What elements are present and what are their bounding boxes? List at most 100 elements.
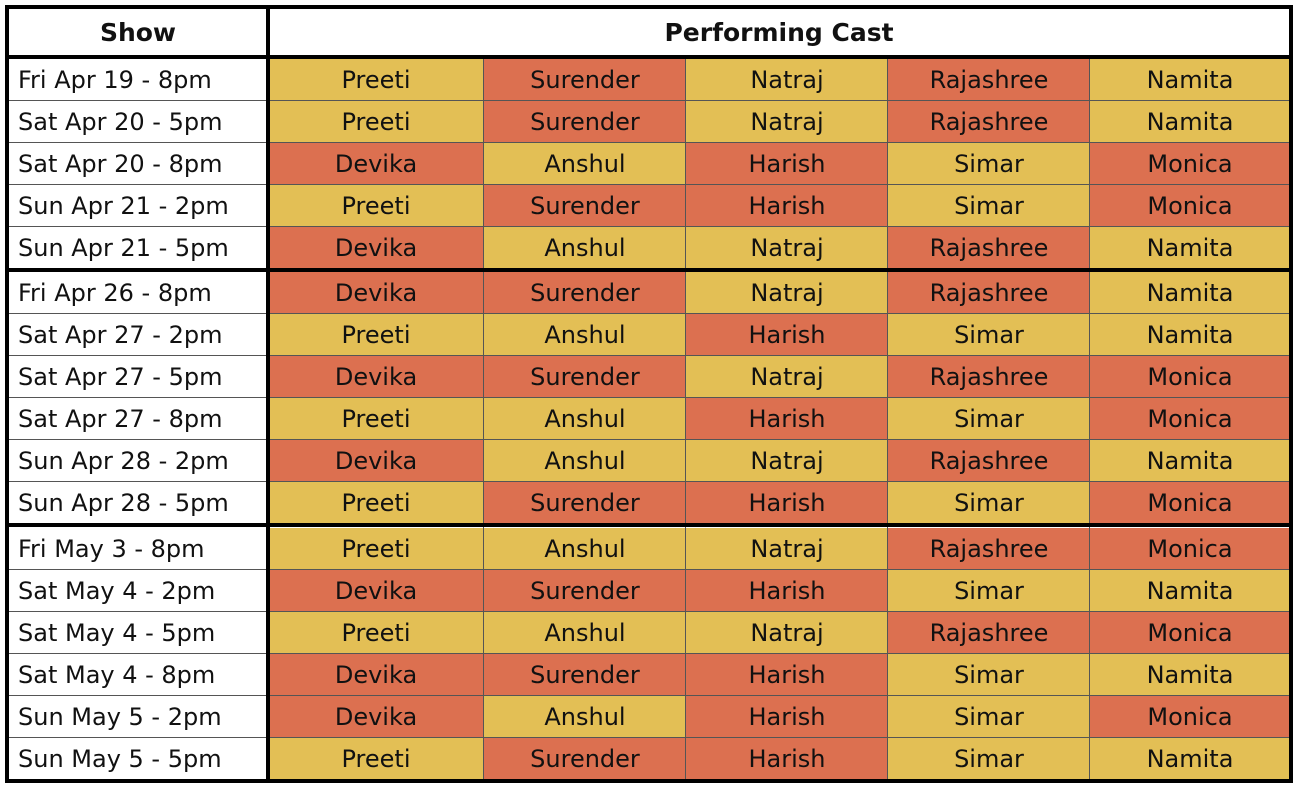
cast-cell[interactable]: Rajashree <box>888 440 1090 482</box>
cast-cell[interactable]: Natraj <box>686 272 888 314</box>
show-cell[interactable]: Fri Apr 26 - 8pm <box>8 272 268 314</box>
cast-cell[interactable]: Preeti <box>268 528 484 570</box>
cast-cell[interactable]: Anshul <box>484 143 686 185</box>
cast-cell[interactable]: Anshul <box>484 528 686 570</box>
cast-cell[interactable]: Simar <box>888 185 1090 227</box>
cast-cell[interactable]: Simar <box>888 570 1090 612</box>
show-cell[interactable]: Sat Apr 27 - 2pm <box>8 314 268 356</box>
cast-cell[interactable]: Monica <box>1090 528 1290 570</box>
show-cell[interactable]: Fri Apr 19 - 8pm <box>8 59 268 101</box>
cast-cell[interactable]: Rajashree <box>888 356 1090 398</box>
cast-cell[interactable]: Preeti <box>268 314 484 356</box>
cast-cell[interactable]: Surender <box>484 101 686 143</box>
cast-cell[interactable]: Anshul <box>484 440 686 482</box>
cast-cell[interactable]: Rajashree <box>888 227 1090 269</box>
cast-cell[interactable]: Monica <box>1090 356 1290 398</box>
header-performing-cast[interactable]: Performing Cast <box>268 8 1290 57</box>
cast-cell[interactable]: Surender <box>484 482 686 524</box>
cast-cell[interactable]: Anshul <box>484 696 686 738</box>
show-cell[interactable]: Sat Apr 27 - 8pm <box>8 398 268 440</box>
cast-cell[interactable]: Devika <box>268 356 484 398</box>
cast-cell[interactable]: Namita <box>1090 440 1290 482</box>
cast-cell[interactable]: Preeti <box>268 101 484 143</box>
cast-cell[interactable]: Anshul <box>484 398 686 440</box>
cast-cell[interactable]: Natraj <box>686 612 888 654</box>
cast-cell[interactable]: Rajashree <box>888 59 1090 101</box>
cast-cell[interactable]: Devika <box>268 272 484 314</box>
show-cell[interactable]: Sat Apr 20 - 8pm <box>8 143 268 185</box>
cast-cell[interactable]: Harish <box>686 482 888 524</box>
show-cell[interactable]: Sat May 4 - 8pm <box>8 654 268 696</box>
cast-cell[interactable]: Natraj <box>686 59 888 101</box>
cast-cell[interactable]: Simar <box>888 398 1090 440</box>
cast-cell[interactable]: Surender <box>484 185 686 227</box>
cast-cell[interactable]: Preeti <box>268 398 484 440</box>
show-cell[interactable]: Sun Apr 21 - 5pm <box>8 227 268 269</box>
cast-cell[interactable]: Natraj <box>686 440 888 482</box>
show-cell[interactable]: Sun May 5 - 2pm <box>8 696 268 738</box>
cast-cell[interactable]: Namita <box>1090 738 1290 780</box>
cast-cell[interactable]: Preeti <box>268 59 484 101</box>
cast-cell[interactable]: Namita <box>1090 654 1290 696</box>
cast-cell[interactable]: Surender <box>484 738 686 780</box>
cast-cell[interactable]: Simar <box>888 314 1090 356</box>
cast-cell[interactable]: Natraj <box>686 101 888 143</box>
cast-cell[interactable]: Monica <box>1090 612 1290 654</box>
show-cell[interactable]: Sun Apr 28 - 2pm <box>8 440 268 482</box>
cast-cell[interactable]: Namita <box>1090 570 1290 612</box>
cast-cell[interactable]: Preeti <box>268 185 484 227</box>
cast-cell[interactable]: Surender <box>484 570 686 612</box>
cast-cell[interactable]: Monica <box>1090 482 1290 524</box>
cast-cell[interactable]: Harish <box>686 696 888 738</box>
cast-cell[interactable]: Monica <box>1090 398 1290 440</box>
cast-cell[interactable]: Preeti <box>268 738 484 780</box>
cast-cell[interactable]: Simar <box>888 482 1090 524</box>
cast-cell[interactable]: Namita <box>1090 272 1290 314</box>
show-cell[interactable]: Fri May 3 - 8pm <box>8 528 268 570</box>
cast-cell[interactable]: Namita <box>1090 227 1290 269</box>
cast-cell[interactable]: Harish <box>686 398 888 440</box>
cast-cell[interactable]: Devika <box>268 440 484 482</box>
cast-cell[interactable]: Monica <box>1090 143 1290 185</box>
cast-cell[interactable]: Surender <box>484 272 686 314</box>
cast-cell[interactable]: Namita <box>1090 314 1290 356</box>
show-cell[interactable]: Sun Apr 28 - 5pm <box>8 482 268 524</box>
cast-cell[interactable]: Devika <box>268 654 484 696</box>
cast-cell[interactable]: Anshul <box>484 314 686 356</box>
cast-cell[interactable]: Surender <box>484 654 686 696</box>
cast-cell[interactable]: Namita <box>1090 59 1290 101</box>
cast-cell[interactable]: Devika <box>268 696 484 738</box>
show-cell[interactable]: Sun Apr 21 - 2pm <box>8 185 268 227</box>
cast-cell[interactable]: Devika <box>268 143 484 185</box>
cast-cell[interactable]: Monica <box>1090 185 1290 227</box>
cast-cell[interactable]: Harish <box>686 738 888 780</box>
show-cell[interactable]: Sat May 4 - 5pm <box>8 612 268 654</box>
show-cell[interactable]: Sun May 5 - 5pm <box>8 738 268 780</box>
show-cell[interactable]: Sat Apr 27 - 5pm <box>8 356 268 398</box>
cast-cell[interactable]: Natraj <box>686 227 888 269</box>
cast-cell[interactable]: Rajashree <box>888 612 1090 654</box>
cast-cell[interactable]: Rajashree <box>888 101 1090 143</box>
cast-cell[interactable]: Anshul <box>484 227 686 269</box>
cast-cell[interactable]: Rajashree <box>888 528 1090 570</box>
cast-cell[interactable]: Harish <box>686 570 888 612</box>
cast-cell[interactable]: Anshul <box>484 612 686 654</box>
show-cell[interactable]: Sat May 4 - 2pm <box>8 570 268 612</box>
cast-cell[interactable]: Rajashree <box>888 272 1090 314</box>
cast-cell[interactable]: Harish <box>686 654 888 696</box>
cast-cell[interactable]: Simar <box>888 143 1090 185</box>
cast-cell[interactable]: Simar <box>888 654 1090 696</box>
cast-cell[interactable]: Harish <box>686 143 888 185</box>
cast-cell[interactable]: Namita <box>1090 101 1290 143</box>
cast-cell[interactable]: Surender <box>484 356 686 398</box>
cast-cell[interactable]: Surender <box>484 59 686 101</box>
header-show[interactable]: Show <box>8 8 268 57</box>
cast-cell[interactable]: Natraj <box>686 528 888 570</box>
cast-cell[interactable]: Devika <box>268 570 484 612</box>
cast-cell[interactable]: Harish <box>686 314 888 356</box>
cast-cell[interactable]: Harish <box>686 185 888 227</box>
cast-cell[interactable]: Monica <box>1090 696 1290 738</box>
cast-cell[interactable]: Preeti <box>268 612 484 654</box>
cast-cell[interactable]: Simar <box>888 738 1090 780</box>
cast-cell[interactable]: Natraj <box>686 356 888 398</box>
